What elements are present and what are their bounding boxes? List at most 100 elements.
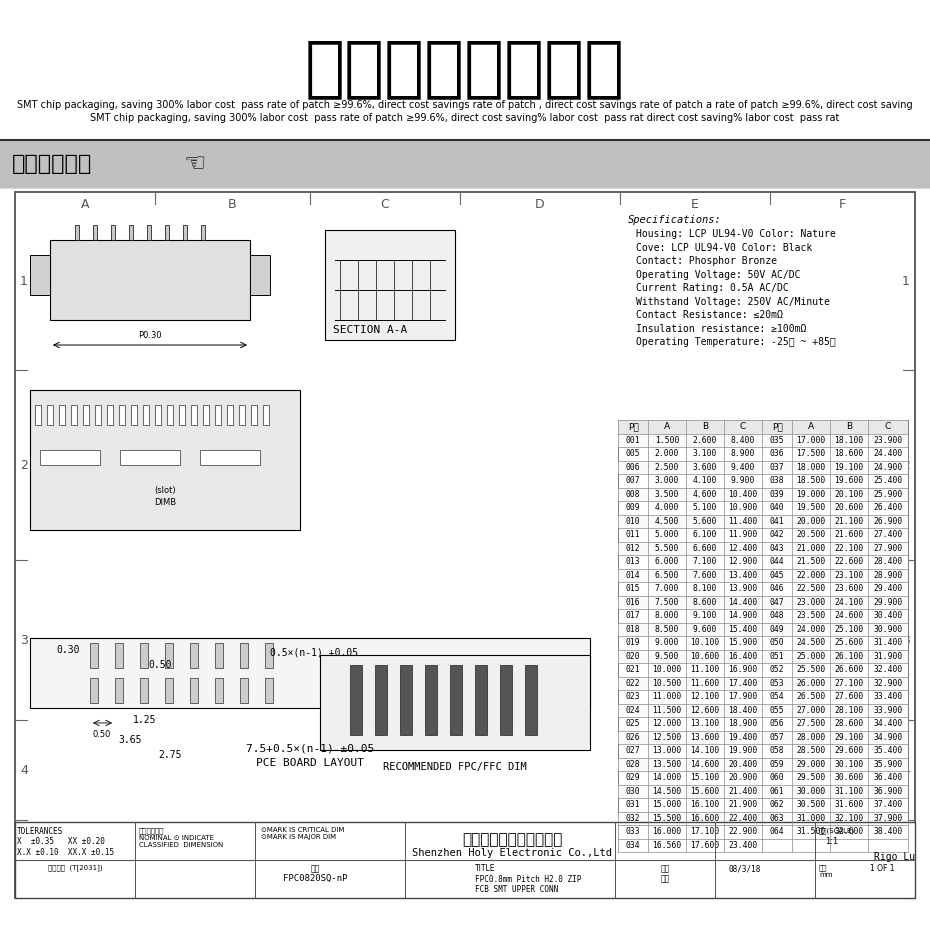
Text: C: C — [740, 422, 746, 432]
Text: 31.100: 31.100 — [834, 787, 864, 796]
Text: 052: 052 — [770, 665, 784, 674]
Bar — [618, 541, 908, 555]
Text: 21.400: 21.400 — [728, 787, 758, 796]
Text: 11.600: 11.600 — [690, 679, 720, 688]
Bar — [165, 643, 173, 668]
Text: 30.500: 30.500 — [796, 800, 826, 809]
Text: 16.600: 16.600 — [690, 814, 720, 823]
Text: 36.900: 36.900 — [873, 787, 903, 796]
Bar — [15, 192, 915, 898]
Text: 23.900: 23.900 — [873, 436, 903, 445]
Text: 26.900: 26.900 — [873, 517, 903, 525]
Text: 17.900: 17.900 — [728, 692, 758, 701]
Text: 深圳市: 深圳市 — [360, 796, 440, 864]
Text: 24.900: 24.900 — [873, 463, 903, 472]
Text: 21.600: 21.600 — [834, 530, 864, 539]
Text: ⊙MARK IS CRITICAL DIM
⊙MARK IS MAJOR DIM: ⊙MARK IS CRITICAL DIM ⊙MARK IS MAJOR DIM — [261, 827, 344, 840]
Text: TITLE: TITLE — [475, 864, 496, 873]
Text: 32.600: 32.600 — [834, 828, 864, 836]
Text: 5: 5 — [902, 853, 910, 866]
Text: 3.600: 3.600 — [693, 463, 717, 472]
Bar — [147, 225, 151, 240]
Text: 12.900: 12.900 — [728, 557, 758, 566]
Text: 7.600: 7.600 — [693, 571, 717, 579]
Bar — [263, 405, 269, 425]
Text: 24.400: 24.400 — [873, 449, 903, 458]
Text: 064: 064 — [770, 828, 784, 836]
Text: 13.500: 13.500 — [652, 760, 682, 769]
Bar — [618, 758, 908, 771]
Text: 044: 044 — [770, 557, 784, 566]
Bar — [15, 822, 915, 898]
Text: 深圳市: 深圳市 — [60, 566, 140, 634]
Text: 045: 045 — [770, 571, 784, 579]
Text: 30.400: 30.400 — [873, 611, 903, 620]
Text: 11.500: 11.500 — [652, 706, 682, 715]
Text: 11.000: 11.000 — [652, 692, 682, 701]
Text: 37.400: 37.400 — [873, 800, 903, 809]
Bar — [190, 643, 198, 668]
Text: 14.100: 14.100 — [690, 746, 720, 755]
Text: 29.500: 29.500 — [796, 773, 826, 782]
Text: 13.900: 13.900 — [728, 584, 758, 593]
Text: C: C — [884, 422, 891, 432]
Text: P数: P数 — [628, 422, 638, 432]
Text: C: C — [380, 198, 390, 211]
Text: 9.500: 9.500 — [655, 652, 679, 660]
Text: 比例(SCALE): 比例(SCALE) — [819, 827, 855, 833]
Bar — [93, 225, 97, 240]
Text: 单位
mm: 单位 mm — [819, 864, 832, 878]
Text: 27.400: 27.400 — [873, 530, 903, 539]
Bar — [59, 405, 65, 425]
Text: 018: 018 — [626, 625, 641, 633]
Text: 21.900: 21.900 — [728, 800, 758, 809]
Text: 009: 009 — [626, 503, 641, 512]
Bar — [325, 230, 455, 340]
Text: 062: 062 — [770, 800, 784, 809]
Bar — [165, 225, 169, 240]
Bar — [618, 649, 908, 663]
Text: 041: 041 — [770, 517, 784, 525]
Text: 34.900: 34.900 — [873, 733, 903, 742]
Text: 17.500: 17.500 — [796, 449, 826, 458]
Bar — [250, 255, 270, 295]
Bar — [140, 678, 148, 703]
Text: 9.900: 9.900 — [731, 476, 755, 485]
Text: 18.600: 18.600 — [834, 449, 864, 458]
Text: 36.400: 36.400 — [873, 773, 903, 782]
Text: 深圳市宏利电子有限公司: 深圳市宏利电子有限公司 — [462, 832, 563, 847]
Text: 26.600: 26.600 — [834, 665, 864, 674]
Text: 019: 019 — [626, 638, 641, 647]
Text: 3.500: 3.500 — [655, 490, 679, 498]
Text: 027: 027 — [626, 746, 641, 755]
Bar — [618, 622, 908, 636]
Text: 18.100: 18.100 — [834, 436, 864, 445]
Text: D: D — [535, 881, 545, 894]
Text: B: B — [228, 881, 237, 894]
Text: B: B — [846, 422, 852, 432]
Bar — [618, 420, 908, 433]
Text: 10.900: 10.900 — [728, 503, 758, 512]
Bar — [618, 839, 908, 852]
Text: 29.100: 29.100 — [834, 733, 864, 742]
Text: 4.000: 4.000 — [655, 503, 679, 512]
Text: 38.400: 38.400 — [873, 828, 903, 836]
Text: 23.600: 23.600 — [834, 584, 864, 593]
Text: 3.65: 3.65 — [118, 735, 141, 745]
Text: 038: 038 — [770, 476, 784, 485]
Text: 2.75: 2.75 — [158, 750, 181, 760]
Text: 4: 4 — [902, 764, 910, 777]
Text: 5.500: 5.500 — [655, 544, 679, 552]
Text: A: A — [81, 198, 89, 211]
Text: 31.000: 31.000 — [796, 814, 826, 823]
Bar — [119, 405, 125, 425]
Text: SMT chip packaging, saving 300% labor cost  pass rate of patch ≥99.6%, direct co: SMT chip packaging, saving 300% labor co… — [17, 100, 913, 110]
Text: 028: 028 — [626, 760, 641, 769]
Text: 20.600: 20.600 — [834, 503, 864, 512]
Text: 37.900: 37.900 — [873, 814, 903, 823]
Text: 10.100: 10.100 — [690, 638, 720, 647]
Text: 19.600: 19.600 — [834, 476, 864, 485]
Bar — [375, 665, 387, 735]
Text: 030: 030 — [626, 787, 641, 796]
Bar — [320, 655, 590, 750]
